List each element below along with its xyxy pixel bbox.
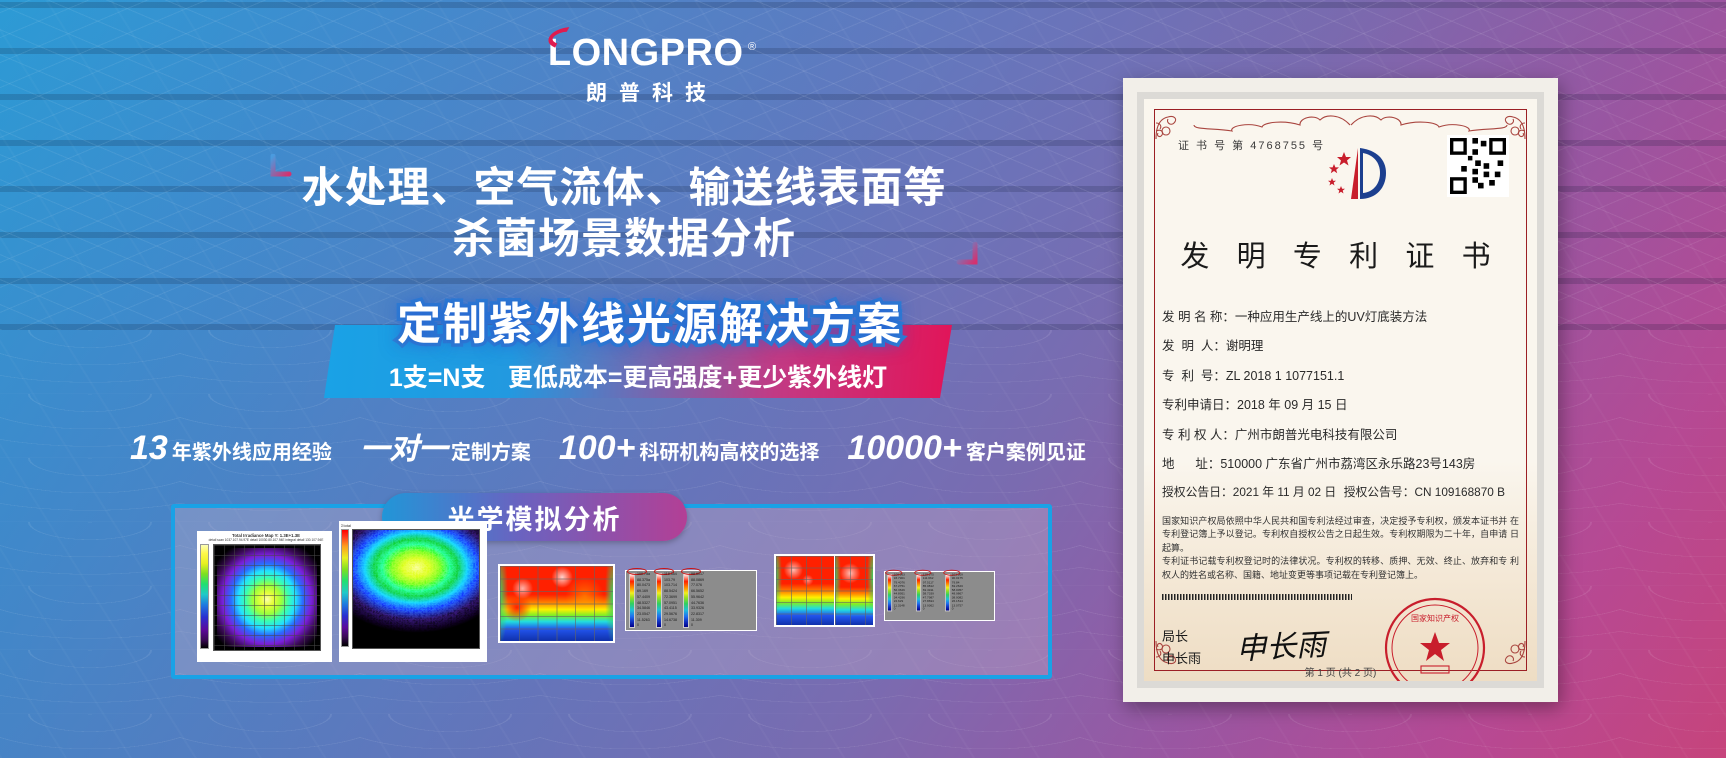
svg-text:国家知识产权: 国家知识产权 — [1411, 613, 1459, 623]
